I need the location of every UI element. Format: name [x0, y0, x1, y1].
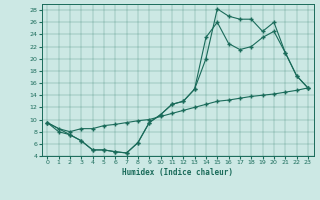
X-axis label: Humidex (Indice chaleur): Humidex (Indice chaleur) [122, 168, 233, 177]
